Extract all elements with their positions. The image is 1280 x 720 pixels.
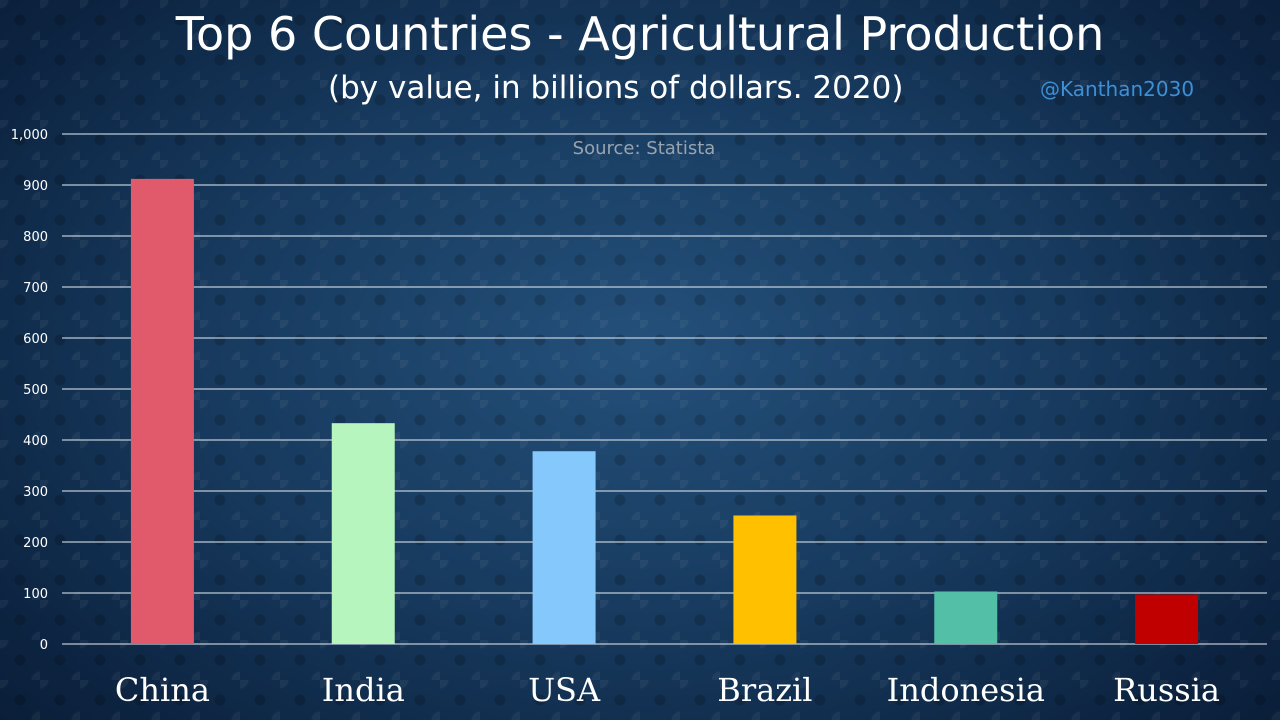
y-tick-label: 1,000 bbox=[11, 128, 48, 143]
x-axis-labels: China India USA Brazil Indonesia Russia bbox=[115, 671, 1220, 709]
x-tick-label: Russia bbox=[1113, 671, 1220, 709]
y-tick-label: 300 bbox=[23, 485, 48, 500]
source-note: Source: Statista bbox=[572, 138, 716, 159]
bar-usa bbox=[532, 451, 596, 644]
author-handle: @Kanthan2030 bbox=[1040, 77, 1195, 101]
x-tick-label: Brazil bbox=[717, 671, 812, 709]
y-tick-label: 100 bbox=[23, 587, 48, 602]
bars bbox=[130, 178, 1199, 644]
bar-brazil bbox=[733, 515, 797, 644]
y-tick-label: 600 bbox=[23, 332, 48, 347]
chart-subtitle: (by value, in billions of dollars. 2020) bbox=[328, 70, 904, 106]
y-tick-label: 900 bbox=[23, 179, 48, 194]
bar-russia bbox=[1135, 594, 1199, 644]
chart-title: Top 6 Countries - Agricultural Productio… bbox=[175, 7, 1105, 61]
y-tick-label: 200 bbox=[23, 536, 48, 551]
y-tick-label: 500 bbox=[23, 383, 48, 398]
x-tick-label: China bbox=[115, 671, 210, 709]
y-tick-label: 400 bbox=[23, 434, 48, 449]
bar-china bbox=[130, 178, 194, 644]
y-tick-label: 800 bbox=[23, 230, 48, 245]
y-axis-ticks: 0 100 200 300 400 500 600 700 800 900 1,000 bbox=[11, 128, 48, 653]
bar-indonesia bbox=[934, 591, 998, 644]
gridlines bbox=[62, 133, 1267, 645]
y-tick-label: 700 bbox=[23, 281, 48, 296]
x-tick-label: Indonesia bbox=[887, 671, 1045, 709]
x-tick-label: India bbox=[322, 671, 405, 709]
bar-india bbox=[331, 423, 395, 644]
x-tick-label: USA bbox=[528, 671, 601, 709]
y-tick-label: 0 bbox=[40, 638, 48, 653]
